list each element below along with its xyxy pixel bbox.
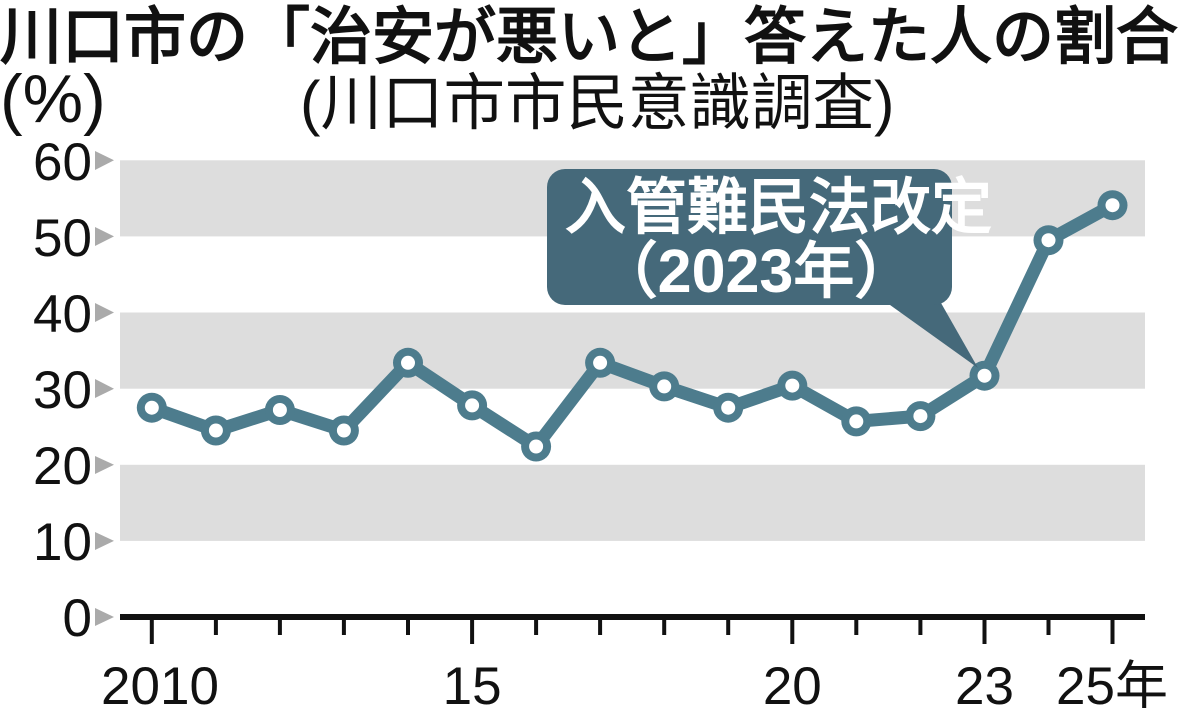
svg-text:23: 23: [955, 657, 1014, 708]
svg-text:(川口市市民意識調査): (川口市市民意識調査): [300, 69, 894, 138]
svg-text:15: 15: [443, 657, 502, 708]
svg-text:入管難民法改定: 入管難民法改定: [565, 173, 992, 241]
svg-text:2010: 2010: [101, 657, 219, 708]
svg-text:60: 60: [33, 133, 92, 192]
svg-text:40: 40: [33, 285, 92, 344]
svg-text:30: 30: [33, 361, 92, 420]
svg-text:（2023年）: （2023年）: [597, 237, 916, 305]
svg-text:50: 50: [33, 209, 92, 268]
svg-text:川口市の「治安が悪いと」答えた人の割合: 川口市の「治安が悪いと」答えた人の割合: [0, 3, 1178, 72]
svg-text:(%): (%): [0, 61, 106, 137]
svg-text:0: 0: [63, 589, 92, 648]
svg-text:25年: 25年: [1056, 657, 1168, 708]
svg-text:20: 20: [763, 657, 822, 708]
svg-text:10: 10: [33, 513, 92, 572]
svg-text:20: 20: [33, 437, 92, 496]
